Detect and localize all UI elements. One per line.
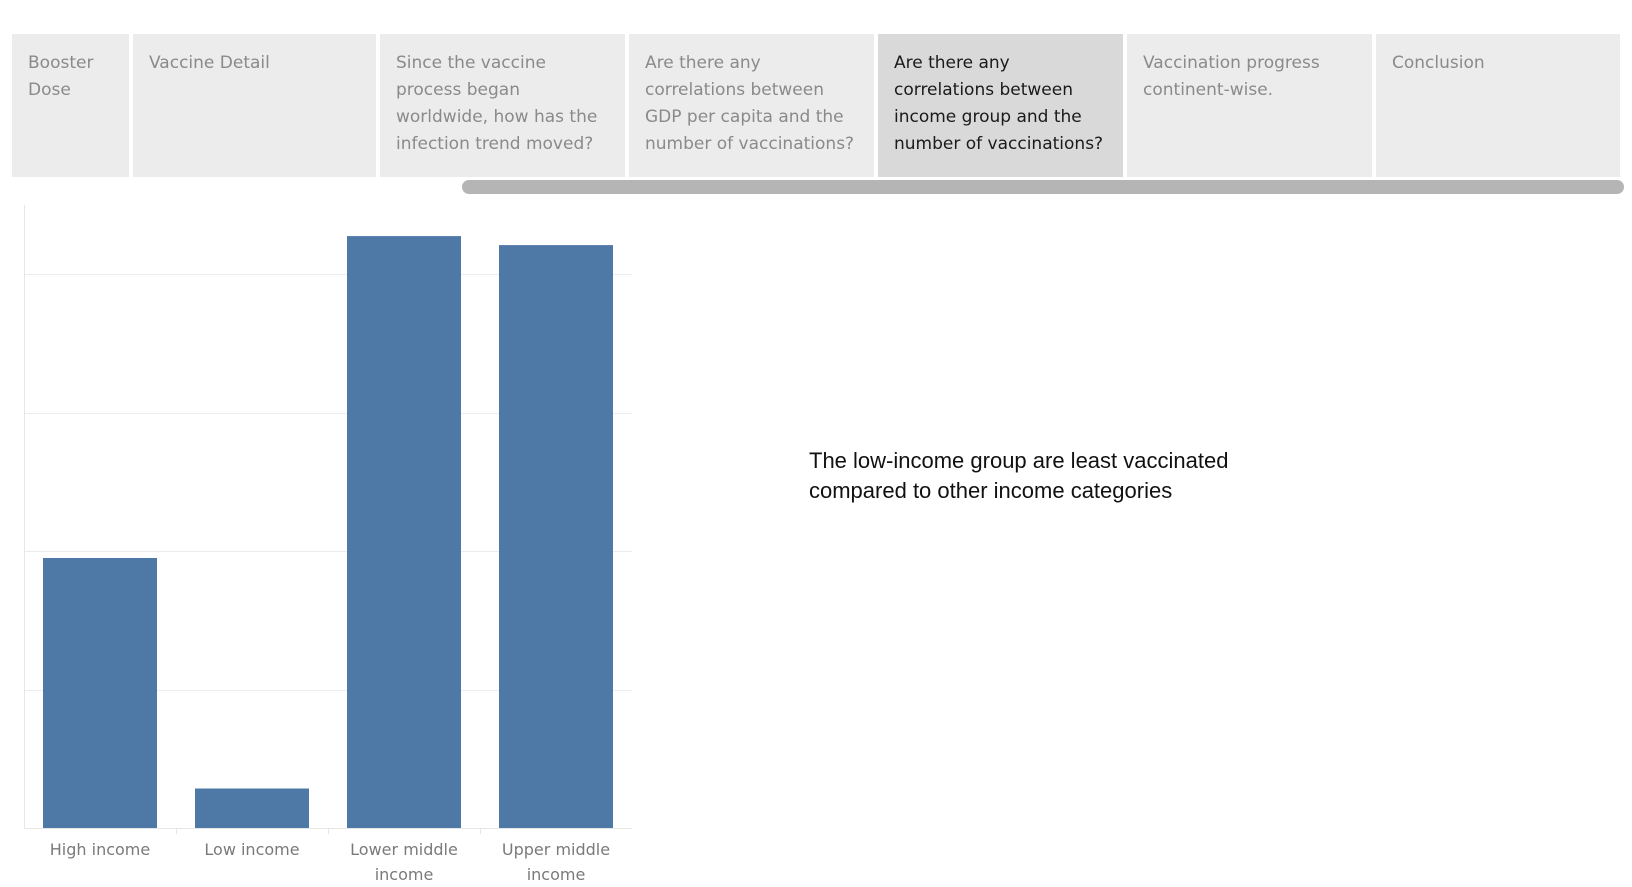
bar-lower-middle-income xyxy=(347,236,461,829)
story-point-gdp-correlation[interactable]: Are there any correlations between GDP p… xyxy=(629,34,874,177)
annotation-line-1: The low-income group are least vaccinate… xyxy=(809,448,1229,473)
x-tick-label-2: Lower middle income xyxy=(350,840,458,884)
story-point-label: Are there any correlations between incom… xyxy=(894,53,1104,154)
x-tick-label-0: High income xyxy=(50,840,150,859)
story-point-income-correlation[interactable]: Are there any correlations between incom… xyxy=(878,34,1123,177)
x-tick-label-1: Low income xyxy=(204,840,299,859)
story-point-booster-dose[interactable]: Booster Dose xyxy=(12,34,129,177)
story-point-continent-progress[interactable]: Vaccination progress continent-wise. xyxy=(1127,34,1372,177)
story-point-label: Vaccine Detail xyxy=(149,53,270,73)
bar-chart-svg: High income Low income Lower middle income U… xyxy=(24,205,632,884)
income-group-bar-chart: High income Low income Lower middle income U… xyxy=(0,205,640,887)
story-point-label: Are there any correlations between GDP p… xyxy=(645,53,855,154)
annotation-line-2: compared to other income categories xyxy=(809,478,1173,503)
story-navigator: Booster Dose Vaccine Detail Since the va… xyxy=(12,34,1620,177)
storybar-scrollbar[interactable] xyxy=(462,180,1624,194)
story-point-infection-trend[interactable]: Since the vaccine process began worldwid… xyxy=(380,34,625,177)
story-point-label: Booster Dose xyxy=(28,53,94,100)
chart-annotation: The low-income group are least vaccinate… xyxy=(809,446,1279,506)
story-point-label: Vaccination progress continent-wise. xyxy=(1143,53,1320,100)
bar-high-income xyxy=(43,558,157,828)
story-point-label: Since the vaccine process began worldwid… xyxy=(396,53,598,154)
x-tick-label-3: Upper middle income xyxy=(502,840,610,884)
story-point-vaccine-detail[interactable]: Vaccine Detail xyxy=(133,34,376,177)
bar-low-income xyxy=(195,788,309,828)
bar-upper-middle-income xyxy=(499,245,613,829)
story-point-label: Conclusion xyxy=(1392,53,1485,73)
story-point-conclusion[interactable]: Conclusion xyxy=(1376,34,1620,177)
